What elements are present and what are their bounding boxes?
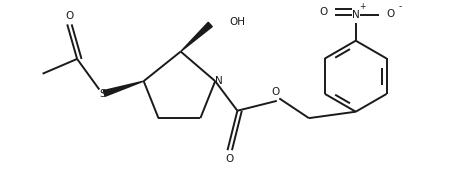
Text: S: S [99, 90, 105, 100]
Text: O: O [319, 7, 327, 17]
Text: O: O [65, 11, 74, 20]
Text: O: O [272, 87, 280, 97]
Text: +: + [360, 2, 366, 11]
Text: -: - [398, 2, 402, 11]
Polygon shape [104, 81, 144, 96]
Polygon shape [180, 22, 212, 52]
Text: N: N [352, 10, 360, 20]
Text: OH: OH [229, 17, 245, 27]
Text: O: O [226, 154, 234, 164]
Text: O: O [386, 9, 394, 19]
Text: N: N [215, 76, 223, 86]
